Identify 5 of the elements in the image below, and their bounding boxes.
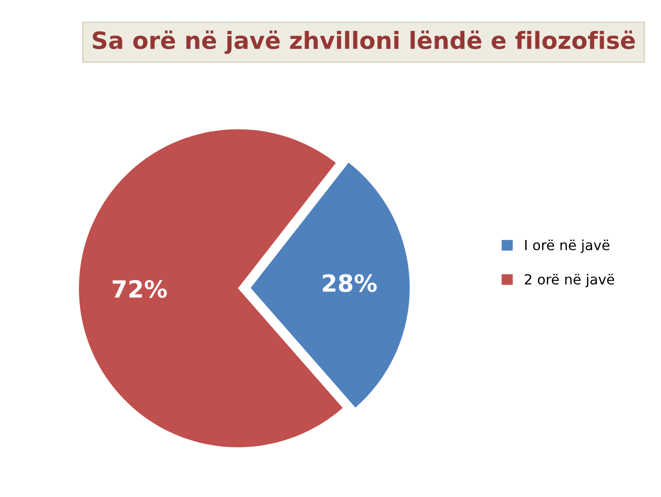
legend-label: I orë në javë [525, 240, 610, 253]
data-label: 72% [112, 280, 167, 298]
data-label: 28% [322, 274, 377, 292]
legend-label: 2 orë në javë [524, 274, 614, 288]
chart-title: Sa orë në javë zhvilloni lëndë e filozofisë [92, 30, 635, 54]
